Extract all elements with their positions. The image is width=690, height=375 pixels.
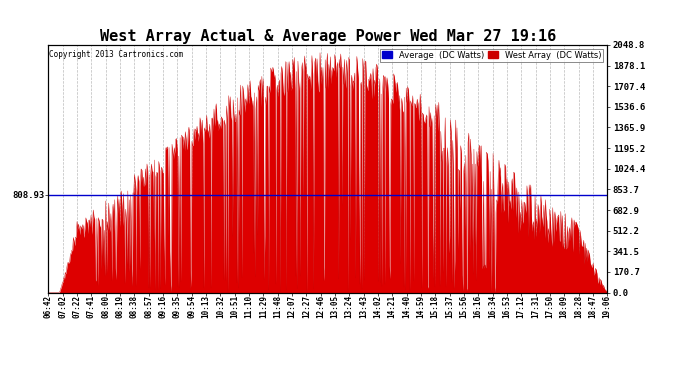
Title: West Array Actual & Average Power Wed Mar 27 19:16: West Array Actual & Average Power Wed Ma… — [99, 29, 556, 44]
Legend: Average  (DC Watts), West Array  (DC Watts): Average (DC Watts), West Array (DC Watts… — [380, 49, 603, 62]
Text: Copyright 2013 Cartronics.com: Copyright 2013 Cartronics.com — [49, 50, 183, 59]
